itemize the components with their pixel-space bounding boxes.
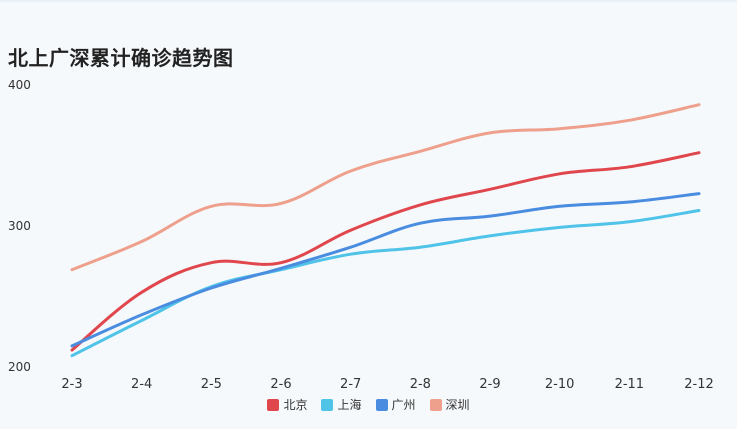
data-point[interactable] (208, 285, 214, 291)
data-point[interactable] (417, 220, 423, 226)
legend-item[interactable]: 北京 (267, 396, 307, 413)
chart-title: 北上广深累计确诊趋势图 (8, 46, 234, 70)
x-tick-label: 2-12 (684, 377, 714, 392)
legend-label: 深圳 (445, 398, 470, 412)
data-point[interactable] (626, 164, 632, 170)
data-point[interactable] (626, 219, 632, 225)
legend-item[interactable]: 深圳 (429, 396, 470, 413)
data-point[interactable] (557, 126, 563, 132)
data-point[interactable] (557, 203, 563, 209)
legend-swatch (321, 398, 334, 411)
data-point[interactable] (278, 200, 284, 206)
legend-label: 上海 (337, 398, 362, 412)
legend-swatch (267, 398, 280, 411)
x-tick-label: 2-3 (61, 377, 82, 392)
data-point[interactable] (696, 150, 702, 156)
data-point[interactable] (348, 251, 354, 257)
x-tick-label: 2-6 (270, 377, 291, 392)
x-axis: 2-3 2-4 2-5 2-6 2-7 2-8 2-9 2-10 2-11 2-12 (61, 377, 713, 392)
data-point[interactable] (417, 244, 423, 250)
legend-swatch (429, 398, 442, 411)
data-point[interactable] (626, 117, 632, 123)
data-point[interactable] (139, 317, 145, 323)
data-point[interactable] (208, 260, 214, 266)
data-point[interactable] (626, 199, 632, 205)
x-tick-label: 2-5 (201, 377, 222, 392)
data-point[interactable] (278, 265, 284, 271)
series-line-1[interactable] (70, 209, 701, 358)
legend-label: 北京 (283, 398, 308, 412)
data-point[interactable] (557, 224, 563, 230)
x-tick-label: 2-8 (410, 377, 431, 392)
legend-label: 广州 (391, 398, 416, 412)
data-point[interactable] (348, 227, 354, 233)
data-point[interactable] (557, 171, 563, 177)
data-point[interactable] (69, 267, 75, 273)
data-point[interactable] (348, 244, 354, 250)
data-point[interactable] (696, 207, 702, 213)
legend-item[interactable]: 广州 (375, 396, 416, 413)
x-tick-label: 2-10 (545, 377, 575, 392)
data-point[interactable] (348, 168, 354, 174)
legend-item[interactable]: 上海 (321, 396, 362, 413)
data-point[interactable] (69, 353, 75, 359)
y-tick-label: 200 (8, 360, 31, 374)
series-layer (69, 102, 702, 359)
data-point[interactable] (487, 213, 493, 219)
data-point[interactable] (139, 239, 145, 245)
data-point[interactable] (417, 148, 423, 154)
y-axis: 200 300 400 (8, 78, 31, 374)
series-line-2[interactable] (70, 192, 701, 348)
data-point[interactable] (417, 202, 423, 208)
data-point[interactable] (696, 102, 702, 108)
data-point[interactable] (69, 343, 75, 349)
x-tick-label: 2-4 (131, 377, 152, 392)
x-tick-label: 2-11 (615, 377, 645, 392)
legend-swatch (375, 398, 388, 411)
series-line-3[interactable] (70, 103, 701, 272)
data-point[interactable] (208, 203, 214, 209)
x-tick-label: 2-9 (479, 377, 500, 392)
data-point[interactable] (487, 130, 493, 136)
series-line-0[interactable] (70, 151, 701, 352)
legend: 北京 上海 广州 深圳 (0, 396, 737, 413)
data-point[interactable] (487, 186, 493, 192)
data-point[interactable] (278, 260, 284, 266)
y-tick-label: 300 (8, 219, 31, 233)
data-point[interactable] (696, 191, 702, 197)
x-tick-label: 2-7 (340, 377, 361, 392)
y-tick-label: 400 (8, 78, 31, 92)
data-point[interactable] (487, 233, 493, 239)
data-point[interactable] (139, 312, 145, 318)
data-point[interactable] (139, 289, 145, 295)
